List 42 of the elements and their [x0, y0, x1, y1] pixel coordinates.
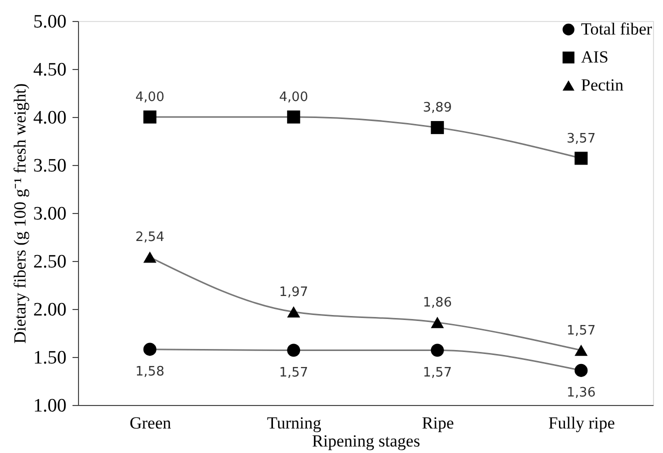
point — [143, 252, 156, 263]
data-label: 1,97 — [279, 284, 308, 300]
data-label: 1,57 — [566, 323, 596, 338]
point — [287, 110, 300, 124]
y-tick-label: 4.50 — [33, 60, 66, 80]
point — [430, 344, 444, 357]
point — [574, 364, 588, 377]
data-label: 1,86 — [422, 295, 452, 310]
y-tick-label: 1.00 — [33, 396, 66, 416]
y-tick-label: 2.50 — [33, 252, 66, 272]
data-label: 1,58 — [135, 364, 164, 380]
x-tick-label: Fully ripe — [548, 414, 615, 432]
point — [430, 121, 444, 134]
data-label: 2,54 — [135, 230, 164, 246]
x-tick-label: Green — [130, 414, 172, 432]
y-axis-title: Dietary fibers (g 100 g⁻¹ fresh weight) — [10, 83, 30, 344]
y-tick-label: 5.00 — [33, 12, 66, 32]
point — [287, 344, 300, 357]
y-tick-label: 4.00 — [33, 108, 66, 128]
point — [287, 306, 300, 318]
data-label: 1,36 — [566, 385, 596, 400]
y-tick-label: 3.00 — [33, 204, 66, 224]
x-axis-title: Ripening stages — [312, 432, 420, 450]
y-tick-label: 3.50 — [33, 156, 66, 176]
x-tick-label: Turning — [267, 414, 322, 432]
legend-label: Pectin — [581, 76, 624, 94]
legend-label: AIS — [581, 48, 608, 66]
point — [574, 344, 588, 356]
data-label: 3,57 — [566, 131, 596, 146]
point — [143, 342, 156, 356]
data-label: 3,89 — [422, 100, 452, 116]
x-tick-label: Ripe — [422, 414, 454, 432]
data-label: 4,00 — [135, 90, 164, 105]
point — [143, 110, 156, 124]
data-label: 1,57 — [422, 365, 452, 380]
y-tick-label: 1.50 — [33, 348, 66, 368]
data-label: 1,57 — [279, 365, 308, 380]
legend-label: Total fiber — [581, 20, 652, 38]
point — [430, 316, 444, 328]
y-tick-label: 2.00 — [33, 300, 66, 320]
data-label: 4,00 — [279, 90, 308, 105]
point — [574, 152, 588, 165]
